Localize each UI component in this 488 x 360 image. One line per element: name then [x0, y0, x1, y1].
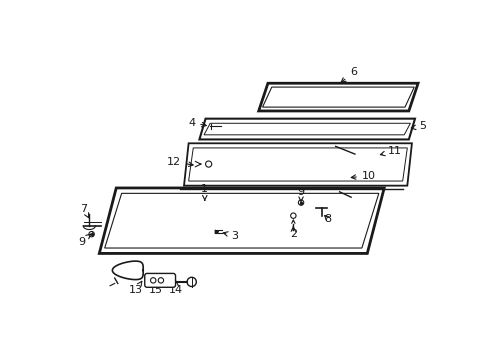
Text: 12: 12	[166, 157, 193, 167]
Polygon shape	[99, 188, 384, 253]
Text: 15: 15	[149, 282, 163, 294]
Polygon shape	[199, 119, 414, 139]
Text: 14: 14	[169, 282, 183, 294]
Text: 8: 8	[324, 214, 331, 224]
Text: 13: 13	[129, 281, 143, 294]
Text: 9: 9	[78, 234, 90, 247]
Text: 10: 10	[350, 171, 375, 181]
Polygon shape	[183, 143, 411, 186]
Text: 2: 2	[289, 226, 296, 239]
Text: 3: 3	[223, 231, 238, 241]
Polygon shape	[258, 83, 417, 111]
FancyBboxPatch shape	[144, 274, 175, 287]
Text: 5: 5	[410, 121, 426, 131]
Text: 6: 6	[341, 67, 356, 82]
Text: 9: 9	[297, 187, 304, 202]
Text: 7: 7	[80, 204, 88, 218]
Text: 1: 1	[201, 184, 208, 200]
Text: 11: 11	[380, 146, 401, 156]
Text: 4: 4	[188, 117, 206, 127]
